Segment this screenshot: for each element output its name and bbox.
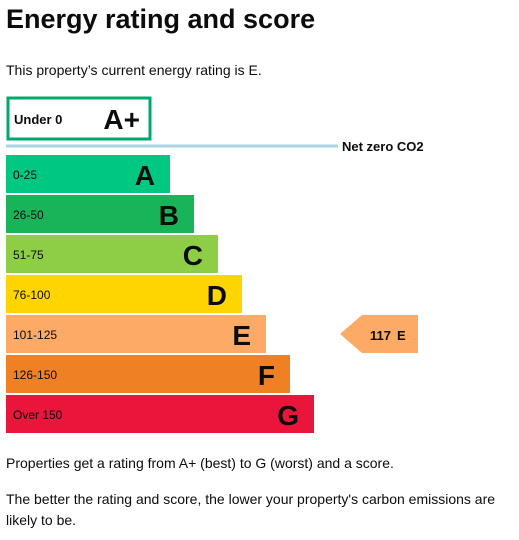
current-rating-arrow bbox=[340, 315, 418, 353]
band-d-letter: D bbox=[207, 280, 227, 311]
band-c-range: 51-75 bbox=[13, 248, 44, 262]
band-a-bar bbox=[6, 155, 170, 193]
net-zero-label: Net zero CO2 bbox=[342, 139, 424, 154]
page-title: Energy rating and score bbox=[6, 4, 316, 34]
intro-text: This property’s current energy rating is… bbox=[6, 62, 262, 78]
band-b-letter: B bbox=[159, 200, 179, 231]
band-g-bar bbox=[6, 395, 314, 433]
band-g-range: Over 150 bbox=[13, 408, 63, 422]
band-e-letter: E bbox=[232, 320, 251, 351]
band-a-plus-letter: A+ bbox=[103, 104, 140, 135]
band-c-letter: C bbox=[183, 240, 203, 271]
band-d-range: 76-100 bbox=[13, 288, 51, 302]
band-e-bar bbox=[6, 315, 266, 353]
rating-explanation: Properties get a rating from A+ (best) t… bbox=[6, 455, 394, 471]
carbon-explanation: The better the rating and score, the low… bbox=[6, 491, 496, 528]
band-a-range: 0-25 bbox=[13, 168, 37, 182]
band-g-letter: G bbox=[277, 400, 299, 431]
current-score: 117 bbox=[370, 328, 391, 343]
band-f-bar bbox=[6, 355, 290, 393]
band-e-range: 101-125 bbox=[13, 328, 57, 342]
band-d-bar bbox=[6, 275, 242, 313]
band-a-letter: A bbox=[135, 160, 155, 191]
current-rating-letter: E bbox=[397, 328, 406, 343]
band-a-plus-bar bbox=[6, 96, 152, 141]
band-b-bar bbox=[6, 195, 194, 233]
band-c-bar bbox=[6, 235, 218, 273]
band-f-range: 126-150 bbox=[13, 368, 57, 382]
band-a-plus-range: Under 0 bbox=[14, 112, 62, 127]
band-f-letter: F bbox=[258, 360, 275, 391]
band-b-range: 26-50 bbox=[13, 208, 44, 222]
